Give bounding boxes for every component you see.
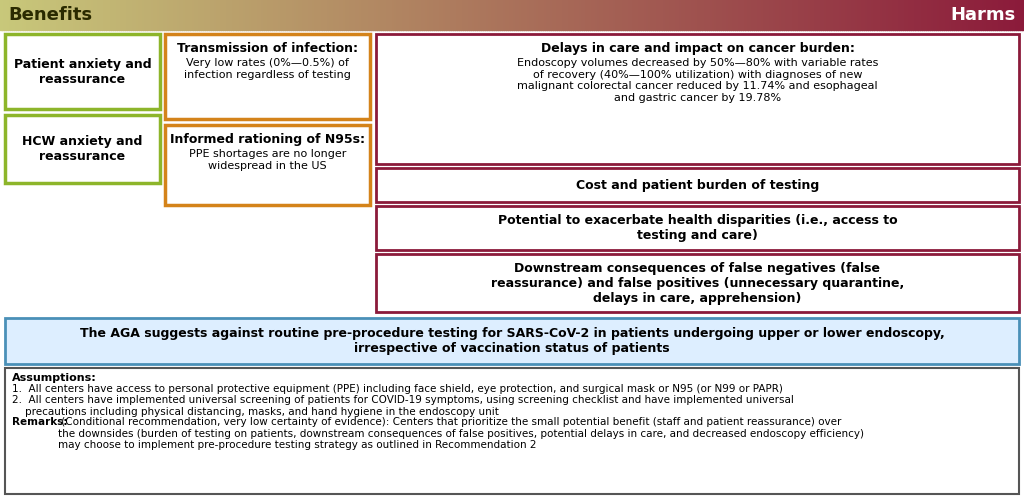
Bar (376, 206, 1019, 250)
Text: Transmission of infection:: Transmission of infection: (177, 42, 358, 55)
Bar (5, 318, 1019, 364)
Text: Harms: Harms (950, 6, 1016, 24)
Bar (5, 34, 160, 109)
Text: 2.  All centers have implemented universal screening of patients for COVID-19 sy: 2. All centers have implemented universa… (12, 395, 794, 417)
Text: Cost and patient burden of testing: Cost and patient burden of testing (575, 178, 819, 192)
Text: Assumptions:: Assumptions: (12, 373, 96, 383)
Text: (Conditional recommendation, very low certainty of evidence): Centers that prior: (Conditional recommendation, very low ce… (58, 417, 864, 450)
Bar (376, 34, 1019, 164)
Text: Downstream consequences of false negatives (false
reassurance) and false positiv: Downstream consequences of false negativ… (490, 261, 904, 304)
Bar (165, 125, 370, 205)
Text: PPE shortages are no longer
widespread in the US: PPE shortages are no longer widespread i… (188, 149, 346, 171)
Text: Potential to exacerbate health disparities (i.e., access to
testing and care): Potential to exacerbate health dispariti… (498, 214, 897, 242)
Text: 1.  All centers have access to personal protective equipment (PPE) including fac: 1. All centers have access to personal p… (12, 384, 783, 394)
Bar (376, 254, 1019, 312)
Text: The AGA suggests against routine pre-procedure testing for SARS-CoV-2 in patient: The AGA suggests against routine pre-pro… (80, 327, 944, 355)
Text: Very low rates (0%—0.5%) of
infection regardless of testing: Very low rates (0%—0.5%) of infection re… (184, 58, 351, 80)
Text: Remarks:: Remarks: (12, 417, 68, 427)
Bar (5, 115, 160, 183)
Bar (376, 168, 1019, 202)
Text: Benefits: Benefits (8, 6, 92, 24)
Text: Delays in care and impact on cancer burden:: Delays in care and impact on cancer burd… (541, 42, 854, 55)
Text: Patient anxiety and
reassurance: Patient anxiety and reassurance (13, 57, 152, 86)
Text: Informed rationing of N95s:: Informed rationing of N95s: (170, 133, 365, 146)
Text: HCW anxiety and
reassurance: HCW anxiety and reassurance (23, 135, 142, 163)
Bar (165, 34, 370, 119)
Bar (5, 368, 1019, 494)
Text: Endoscopy volumes decreased by 50%—80% with variable rates
of recovery (40%—100%: Endoscopy volumes decreased by 50%—80% w… (517, 58, 879, 103)
